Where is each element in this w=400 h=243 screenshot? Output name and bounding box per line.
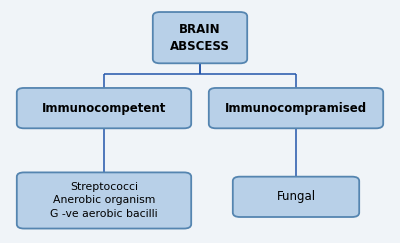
Text: BRAIN
ABSCESS: BRAIN ABSCESS — [170, 23, 230, 53]
Text: Immunocompramised: Immunocompramised — [225, 102, 367, 115]
FancyBboxPatch shape — [153, 12, 247, 63]
Text: Fungal: Fungal — [276, 190, 316, 203]
FancyBboxPatch shape — [209, 88, 383, 128]
Text: Immunocompetent: Immunocompetent — [42, 102, 166, 115]
Text: Streptococci
Anerobic organism
G -ve aerobic bacilli: Streptococci Anerobic organism G -ve aer… — [50, 182, 158, 219]
FancyBboxPatch shape — [233, 177, 359, 217]
FancyBboxPatch shape — [17, 88, 191, 128]
FancyBboxPatch shape — [17, 173, 191, 228]
